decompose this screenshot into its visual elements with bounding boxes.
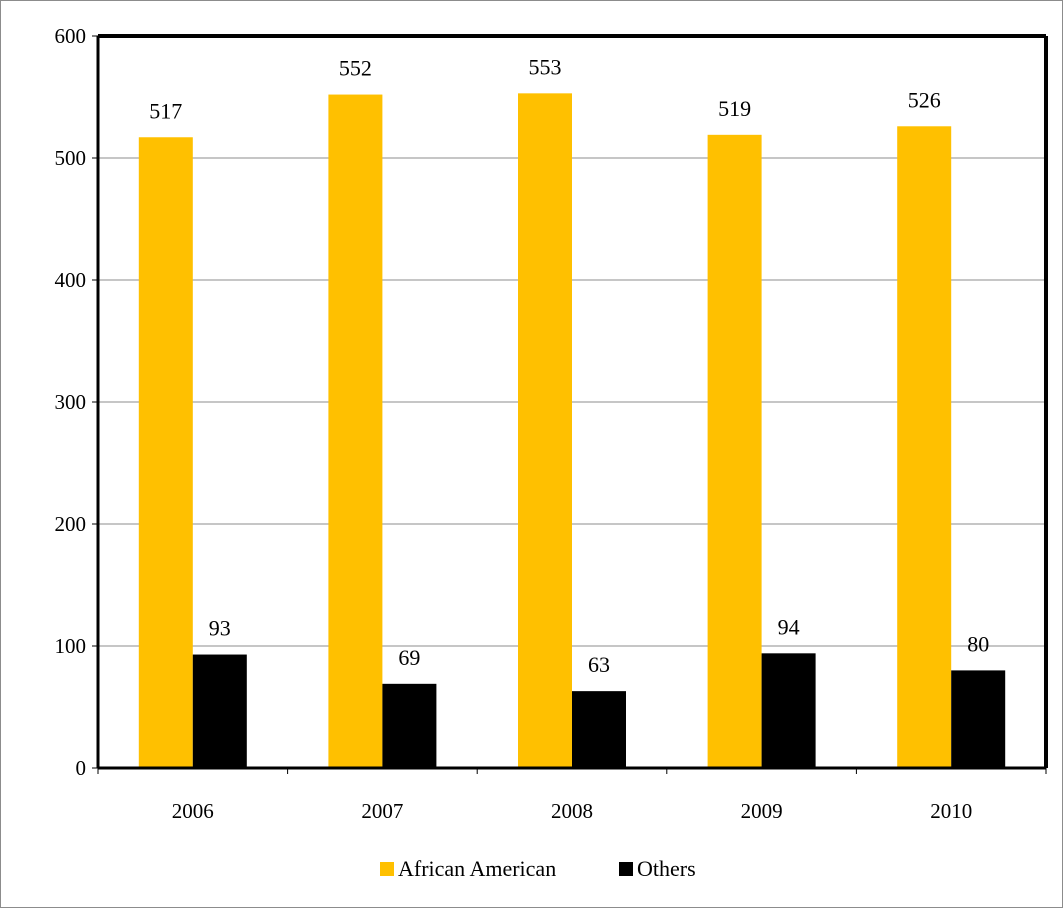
bar bbox=[897, 126, 952, 768]
y-tick-label: 200 bbox=[55, 512, 87, 536]
y-tick-label: 300 bbox=[55, 390, 87, 414]
data-label: 93 bbox=[209, 616, 231, 641]
legend-label: Others bbox=[637, 856, 696, 881]
data-labels: 517 93 552 69 553 63 519 94 526 80 bbox=[149, 54, 989, 677]
x-tick-label: 2009 bbox=[741, 799, 783, 823]
axes: 0 100 200 300 400 500 600 2006 2007 2008 2009 2010 bbox=[55, 24, 1048, 823]
legend-label: African American bbox=[398, 856, 556, 881]
data-label: 63 bbox=[588, 652, 610, 677]
legend-swatch bbox=[380, 862, 394, 876]
bar bbox=[951, 670, 1006, 768]
x-tick-label: 2008 bbox=[551, 799, 593, 823]
data-label: 69 bbox=[398, 645, 420, 670]
bar bbox=[138, 137, 193, 768]
y-tick-label: 100 bbox=[55, 634, 87, 658]
legend: African American Others bbox=[380, 856, 696, 881]
data-label: 519 bbox=[718, 96, 751, 121]
bar bbox=[572, 691, 626, 768]
x-tick-label: 2006 bbox=[172, 799, 214, 823]
bar bbox=[192, 654, 247, 768]
bar bbox=[761, 653, 816, 768]
bar bbox=[707, 134, 762, 768]
bar bbox=[382, 683, 437, 768]
bars bbox=[138, 93, 1006, 769]
x-tick-label: 2007 bbox=[361, 799, 403, 823]
y-tick-label: 500 bbox=[55, 146, 87, 170]
y-tick-label: 600 bbox=[55, 24, 87, 48]
legend-swatch bbox=[619, 862, 633, 876]
data-label: 517 bbox=[149, 98, 182, 123]
data-label: 552 bbox=[339, 56, 372, 81]
data-label: 80 bbox=[967, 631, 989, 656]
bar bbox=[518, 93, 572, 769]
data-label: 553 bbox=[529, 54, 562, 79]
y-tick-label: 0 bbox=[76, 756, 87, 780]
data-label: 94 bbox=[778, 614, 800, 639]
bar bbox=[328, 94, 383, 768]
y-tick-label: 400 bbox=[55, 268, 87, 292]
x-tick-label: 2010 bbox=[930, 799, 972, 823]
data-label: 526 bbox=[908, 87, 941, 112]
